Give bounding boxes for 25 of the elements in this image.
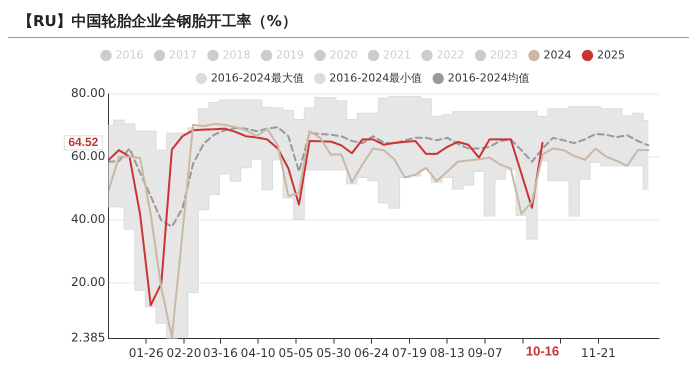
legend-label: 2025 [596,48,625,62]
x-tick-label: 05-30 [316,346,352,360]
y-tick-label: 80.00 [70,86,106,100]
y-tick-label: 20.00 [70,275,106,290]
x-tick-label: 01-26 [128,346,164,360]
line-series [108,126,650,228]
x-tick-label: 09-07 [468,346,502,360]
x-tick-label: 06-24 [354,346,390,360]
x-tick-label: 07-19 [392,346,427,360]
x-tick-label: 04-10 [240,346,276,360]
x-tick-label: 02-20 [166,346,202,360]
x-tick-label: 08-13 [430,346,465,360]
legend-label: 2016-2024均值 [448,71,530,84]
text: 64.52 [68,135,99,150]
chart-title: 【RU】中国轮胎企业全钢胎开工率（%） [8,8,689,38]
legend-label: 2016-2024最小值 [329,71,422,84]
y-tick-label: 2.385 [70,330,106,345]
text: 10-16 [526,344,560,359]
x-tick-label: 11-21 [581,346,616,360]
y-tick-label: 60.00 [70,149,106,164]
legend-label: 2024 [543,48,572,62]
legend-label: 2016-2024最大值 [210,71,304,84]
x-tick-label: 05-05 [278,346,314,360]
y-tick-label: 40.00 [70,212,106,226]
x-tick-label: 03-16 [202,346,238,360]
